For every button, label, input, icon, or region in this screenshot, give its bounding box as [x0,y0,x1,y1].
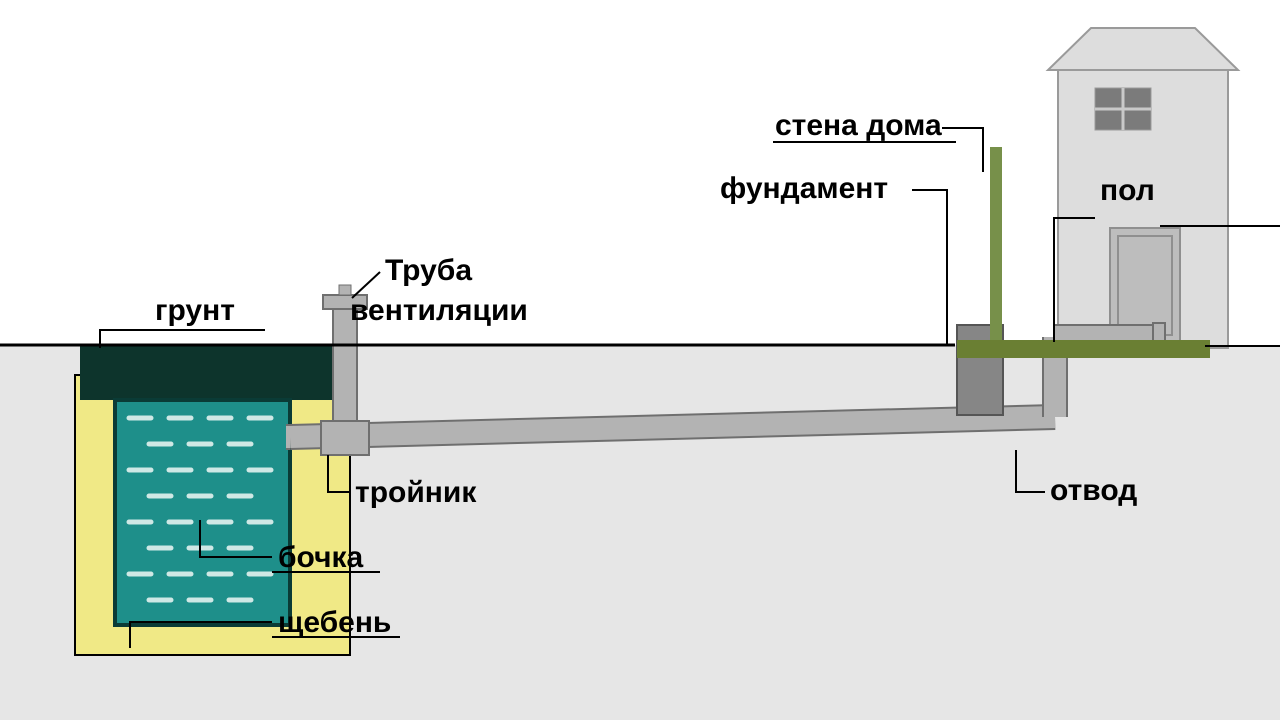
label-barrel: бочка [278,541,364,574]
label-gravel: щебень [278,606,391,639]
tee-joint [321,421,369,455]
label-grunt: грунт [155,294,235,327]
sewer-diagram: грунт Труба вентиляции тройник бочка щебень ст… [0,0,1280,720]
topsoil [80,345,345,400]
floor-slab [957,340,1210,358]
label-floor: пол [1100,174,1155,207]
label-foundation: фундамент [720,172,888,205]
septic-barrel [115,400,290,625]
house-wall [990,147,1002,347]
label-bend: отвод [1050,474,1137,507]
label-vent-pipe-2: вентиляции [350,294,528,327]
label-tee: тройник [355,476,477,509]
label-wall: стена дома [775,109,942,142]
label-vent-pipe-1: Труба [385,254,472,287]
